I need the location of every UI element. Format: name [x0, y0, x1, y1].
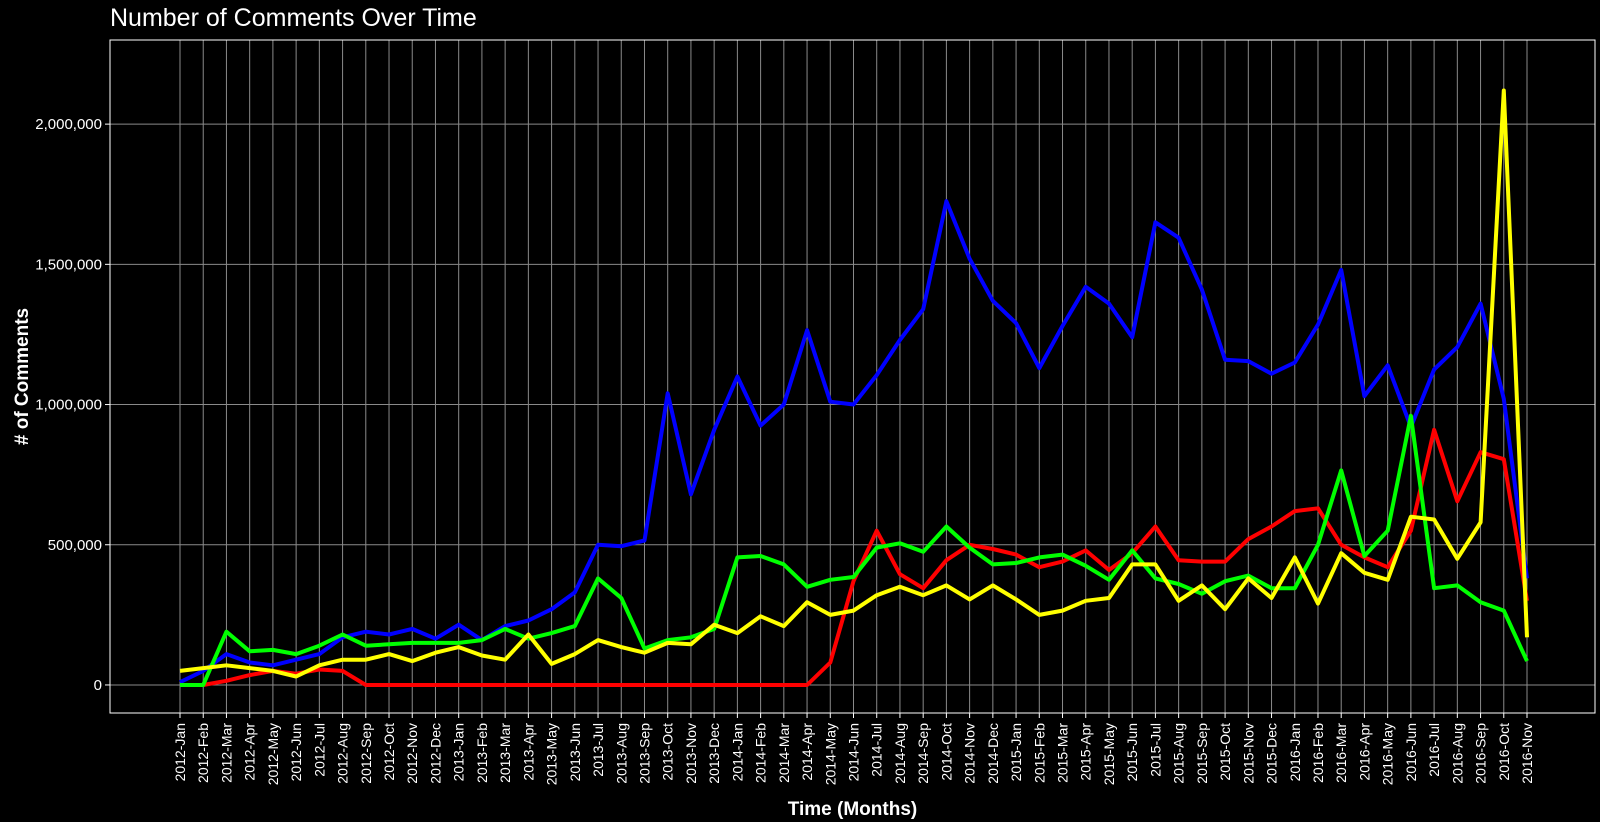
- x-tick-label: 2014-Jul: [869, 723, 885, 777]
- x-tick-label: 2013-Feb: [474, 723, 490, 783]
- x-tick-label: 2016-Mar: [1333, 723, 1349, 783]
- x-tick-label: 2012-Nov: [404, 723, 420, 784]
- x-tick-label: 2014-Nov: [962, 723, 978, 784]
- x-tick-label: 2015-Jun: [1124, 723, 1140, 781]
- x-tick-label: 2013-Apr: [520, 723, 536, 781]
- x-tick-label: 2016-Jul: [1426, 723, 1442, 777]
- series-lines: [179, 88, 1529, 687]
- series-line-1: [179, 199, 1529, 684]
- x-tick-label: 2015-Jul: [1147, 723, 1163, 777]
- x-tick-label: 2016-Feb: [1310, 723, 1326, 783]
- series-line-2: [180, 427, 1529, 687]
- plot-area: [110, 40, 1595, 713]
- x-tick-label: 2013-Jun: [567, 723, 583, 781]
- x-tick-label: 2015-May: [1101, 723, 1117, 785]
- x-tick-label: 2013-Jan: [451, 723, 467, 781]
- x-tick-label: 2013-Jul: [590, 723, 606, 777]
- x-tick-label: 2014-Mar: [776, 723, 792, 783]
- x-tick-label: 2012-Feb: [195, 723, 211, 783]
- x-tick-label: 2013-Aug: [613, 723, 629, 784]
- y-tick-label: 1,000,000: [35, 397, 102, 414]
- y-tick-label: 1,500,000: [35, 256, 102, 273]
- x-tick-label: 2015-Nov: [1240, 723, 1256, 784]
- x-tick-label: 2014-Dec: [985, 723, 1001, 784]
- grid: [110, 40, 1595, 713]
- x-tick-label: 2016-Jan: [1287, 723, 1303, 781]
- y-tick-labels: 0 500,000 1,000,000 1,500,000 2,000,000: [35, 116, 110, 694]
- x-tick-label: 2015-Oct: [1217, 723, 1233, 781]
- x-tick-label: 2015-Feb: [1031, 723, 1047, 783]
- x-tick-label: 2016-Apr: [1356, 723, 1372, 781]
- x-tick-label: 2012-Jan: [172, 723, 188, 781]
- x-tick-label: 2015-Sep: [1194, 723, 1210, 784]
- x-tick-label: 2012-Mar: [218, 723, 234, 783]
- x-tick-label: 2014-Sep: [915, 723, 931, 784]
- x-tick-label: 2012-Jun: [288, 723, 304, 781]
- x-tick-label: 2016-Sep: [1473, 723, 1489, 784]
- x-tick-label: 2012-Dec: [427, 723, 443, 784]
- x-tick-label: 2015-Apr: [1078, 723, 1094, 781]
- x-tick-label: 2012-Apr: [242, 723, 258, 781]
- y-tick-label: 0: [94, 677, 102, 694]
- x-tick-label: 2015-Mar: [1055, 723, 1071, 783]
- y-tick-label: 500,000: [48, 537, 102, 554]
- x-tick-label: 2016-Nov: [1519, 723, 1535, 784]
- x-axis-title: Time (Months): [788, 799, 917, 820]
- x-tick-label: 2014-Apr: [799, 723, 815, 781]
- x-tick-label: 2013-Oct: [660, 723, 676, 781]
- x-tick-label: 2012-Jul: [311, 723, 327, 777]
- x-tick-label: 2014-May: [822, 723, 838, 785]
- series-line-4: [179, 88, 1529, 679]
- chart-title: Number of Comments Over Time: [110, 4, 477, 32]
- x-tick-label: 2012-Sep: [358, 723, 374, 784]
- x-tick-label: 2014-Jun: [846, 723, 862, 781]
- x-tick-label: 2014-Aug: [892, 723, 908, 784]
- x-tick-label: 2013-Dec: [706, 723, 722, 784]
- x-tick-label: 2016-May: [1380, 723, 1396, 785]
- x-tick-label: 2016-Oct: [1496, 723, 1512, 781]
- plot-border: [109, 39, 1596, 714]
- x-tick-label: 2015-Aug: [1171, 723, 1187, 784]
- x-tick-label: 2013-Sep: [636, 723, 652, 784]
- x-tick-label: 2016-Jun: [1403, 723, 1419, 781]
- x-tick-label: 2013-Mar: [497, 723, 513, 783]
- x-tick-label: 2014-Feb: [753, 723, 769, 783]
- x-tick-label: 2012-Oct: [381, 723, 397, 781]
- x-tick-label: 2013-Nov: [683, 723, 699, 784]
- x-tick-label: 2015-Dec: [1264, 723, 1280, 784]
- x-tick-label: 2016-Aug: [1449, 723, 1465, 784]
- x-tick-label: 2012-Aug: [335, 723, 351, 784]
- x-tick-label: 2014-Jan: [729, 723, 745, 781]
- x-tick-labels: 2012-Jan 2012-Feb 2012-Mar 2012-Apr 2012-May…: [172, 713, 1535, 785]
- x-tick-label: 2015-Jan: [1008, 723, 1024, 781]
- y-tick-label: 2,000,000: [35, 116, 102, 133]
- x-tick-label: 2014-Oct: [938, 723, 954, 781]
- x-tick-label: 2012-May: [265, 723, 281, 785]
- y-axis-title: # of Comments: [12, 308, 33, 445]
- x-tick-label: 2013-May: [544, 723, 560, 785]
